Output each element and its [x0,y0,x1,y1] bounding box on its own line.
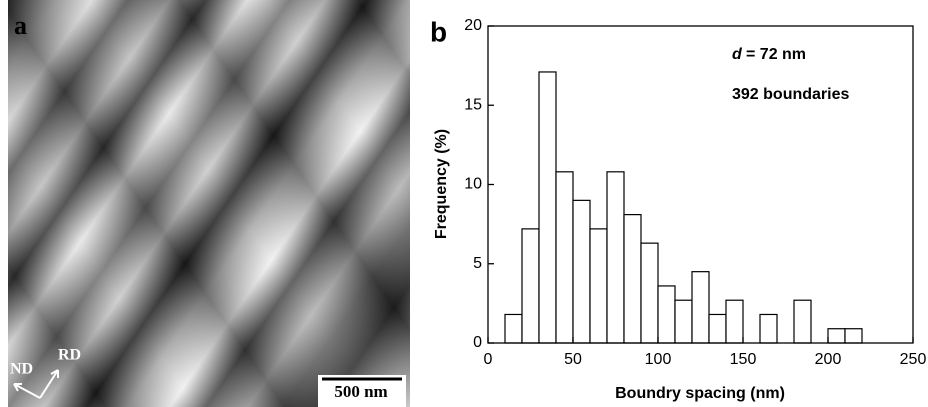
y-tick-label: 5 [473,255,482,272]
bar [623,214,642,344]
bar [657,285,676,344]
bar [521,228,540,344]
bar [589,228,608,344]
bar [504,313,523,344]
x-tick-label: 200 [815,351,842,368]
x-tick-label: 150 [730,351,757,368]
y-tick-label: 10 [464,176,482,193]
bar [555,171,574,344]
x-tick-label: 250 [900,351,927,368]
y-axis-label: Frequency (%) [433,129,450,239]
bar [827,328,846,344]
direction-arrows [13,369,59,399]
bar [606,171,625,344]
x-axis-label: Boundry spacing (nm) [615,385,785,402]
tem-image: a 500 nm ND RD [8,0,410,407]
x-tick-label: 0 [484,351,493,368]
bar [674,299,693,344]
bar [572,199,591,344]
annotation: = 72 nm [746,46,806,63]
bar [725,299,744,344]
micrograph-texture [8,0,410,407]
histogram-panel: b Boundry spacing (nm) Frequency (%) d =… [430,16,926,402]
y-tick-label: 15 [464,96,482,113]
x-tick-label: 100 [645,351,672,368]
bar [691,271,710,344]
panel-label: b [430,16,447,47]
bar [793,299,812,344]
y-tick-label: 20 [464,17,482,34]
bar [640,242,659,344]
bar [708,313,727,344]
bar [538,71,557,344]
panel-label: a [14,11,27,40]
scale-bar-label: 500 nm [334,382,387,401]
x-tick-label: 50 [564,351,582,368]
y-tick-label: 0 [473,334,482,351]
bar [759,313,778,344]
bar [844,328,863,344]
direction-label: RD [58,347,81,364]
annotation: 392 boundaries [732,86,849,103]
annotation-symbol: d [732,46,743,63]
direction-label: ND [10,361,33,378]
